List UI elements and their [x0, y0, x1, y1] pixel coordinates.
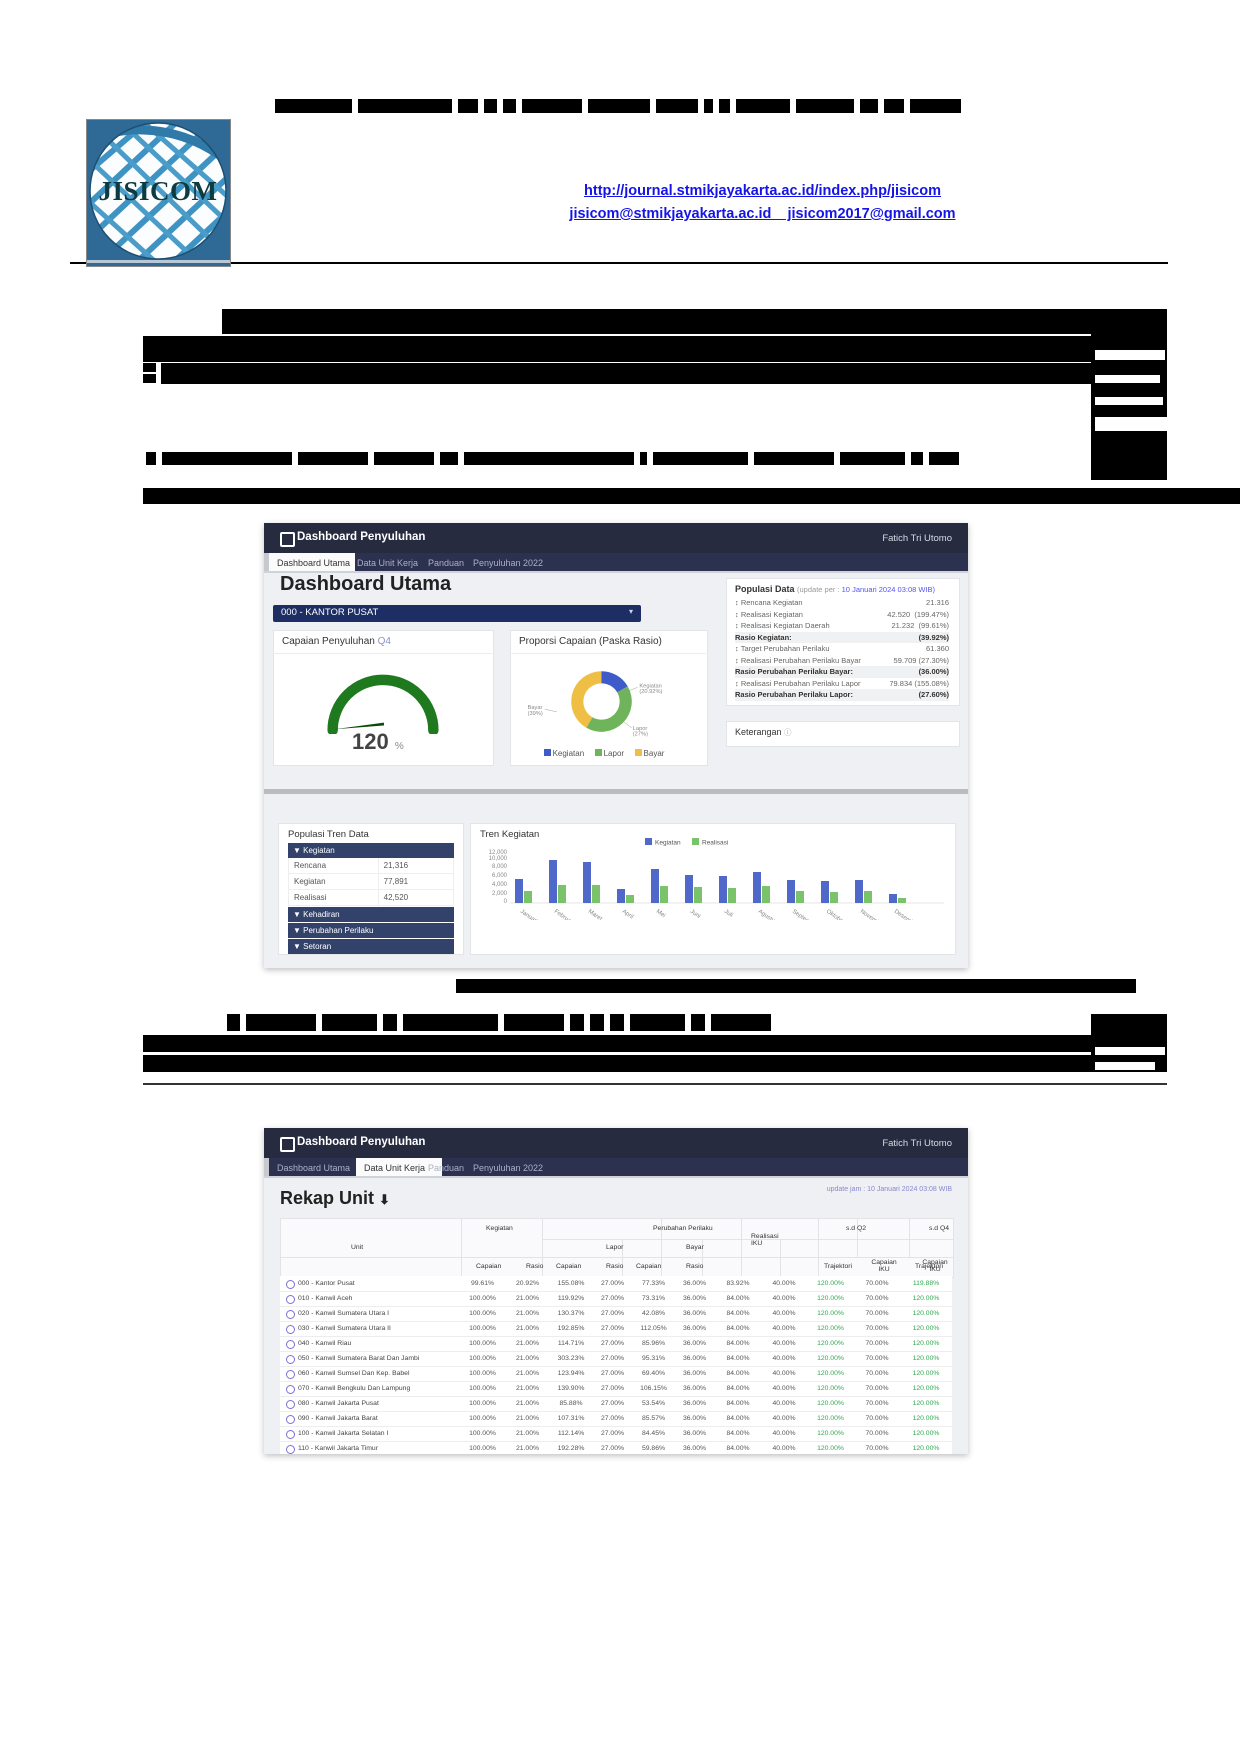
svg-text:Juni: Juni	[689, 909, 701, 920]
svg-text:September: September	[791, 909, 818, 920]
svg-text:Juli: Juli	[723, 909, 734, 919]
svg-text:(20.92%): (20.92%)	[639, 689, 662, 695]
svg-text:10,000: 10,000	[489, 856, 508, 862]
svg-text:JISICOM: JISICOM	[98, 176, 217, 206]
svg-text:Agustus: Agustus	[757, 909, 778, 920]
svg-text:0: 0	[504, 899, 508, 905]
svg-text:Oktober: Oktober	[825, 909, 846, 920]
svg-text:Mei: Mei	[655, 909, 666, 919]
svg-text:Maret: Maret	[587, 909, 603, 920]
svg-text:(39%): (39%)	[528, 711, 543, 717]
svg-text:6,000: 6,000	[492, 873, 508, 879]
svg-text:Kegiatan: Kegiatan	[655, 840, 681, 847]
svg-text:November: November	[859, 909, 885, 920]
svg-text:4,000: 4,000	[492, 882, 508, 888]
svg-text:2,000: 2,000	[492, 891, 508, 897]
svg-text:April: April	[621, 909, 634, 920]
svg-text:Realisasi: Realisasi	[702, 840, 728, 847]
svg-text:Desember: Desember	[893, 909, 919, 920]
svg-text:Januari: Januari	[519, 909, 539, 920]
svg-text:8,000: 8,000	[492, 864, 508, 870]
svg-text:(27%): (27%)	[633, 732, 648, 738]
svg-text:Februari: Februari	[553, 909, 575, 920]
